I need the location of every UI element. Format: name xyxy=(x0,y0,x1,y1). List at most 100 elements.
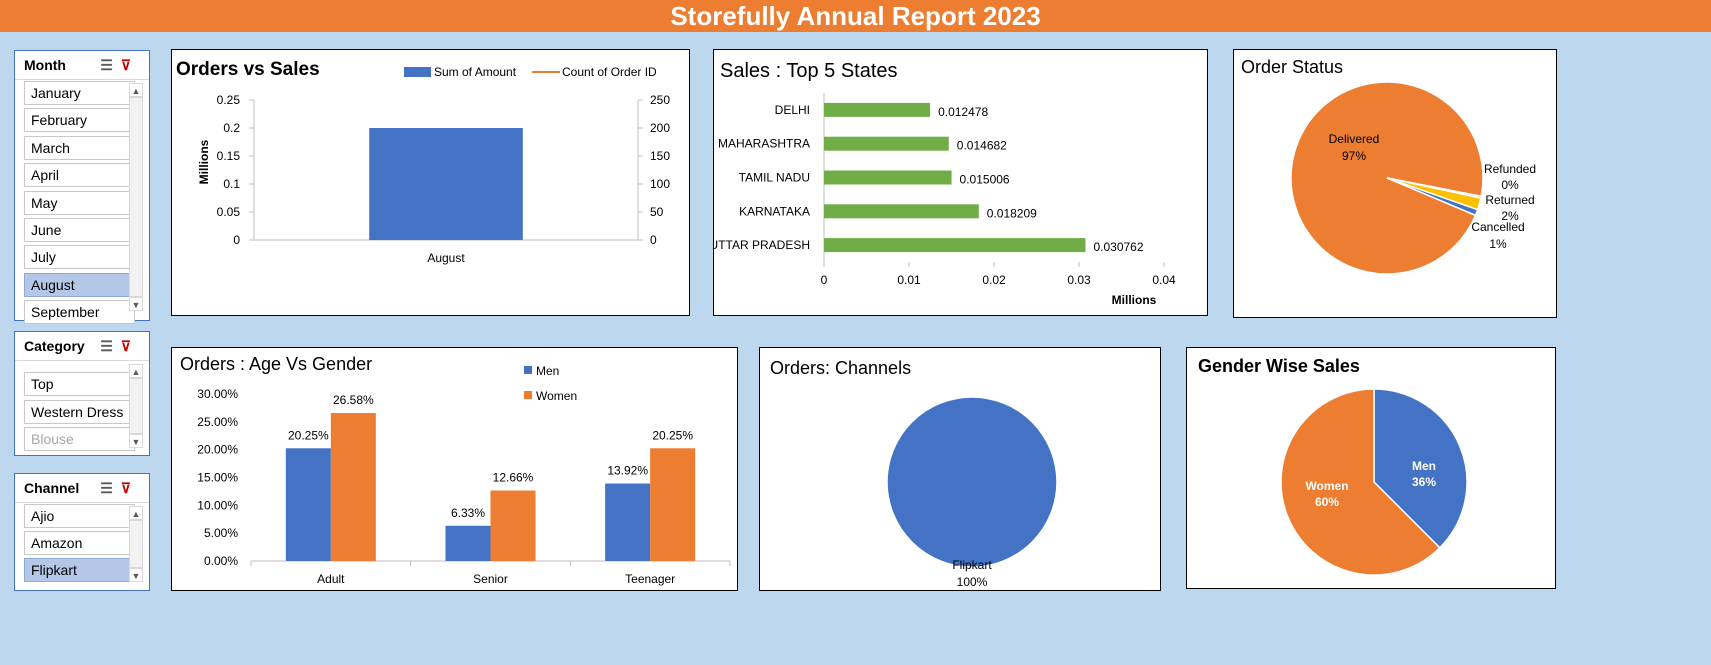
clear-filter-icon[interactable]: ⊽ xyxy=(120,480,139,496)
slicer-item-june[interactable]: June xyxy=(24,218,135,242)
y-tick-label: 0.05 xyxy=(217,205,241,219)
x-tick-label: Adult xyxy=(317,572,345,586)
month-slicer-title: Month xyxy=(24,57,66,73)
top-states-panel: Sales : Top 5 States 0 0.01 0.02 0.03 0.04 Mil… xyxy=(713,49,1208,316)
slice-name-delivered: Delivered xyxy=(1329,132,1380,146)
slice-value-flipkart: 100% xyxy=(957,575,988,589)
top-states-chart: Sales : Top 5 States 0 0.01 0.02 0.03 0.04 Mil… xyxy=(714,60,1176,307)
data-label: 0.018209 xyxy=(987,206,1037,220)
pie-slice-women xyxy=(1280,388,1441,576)
month-scrollbar[interactable] xyxy=(129,97,143,297)
scroll-up-arrow[interactable]: ▲ xyxy=(129,364,143,378)
y2-tick-label: 0 xyxy=(650,233,657,247)
slicer-item-april[interactable]: April xyxy=(24,163,135,188)
orders-vs-sales-chart: Orders vs Sales 0.25 0.2 0.15 0.1 0.05 0 250 200… xyxy=(176,59,670,265)
bar-uttar-pradesh xyxy=(824,238,1086,253)
order-status-chart: Order Status Delivered 97% Refunded 0%Return… xyxy=(1241,57,1536,275)
slice-name-refunded: Refunded xyxy=(1484,162,1536,176)
bar-women-senior xyxy=(490,490,536,561)
channel-scrollbar[interactable] xyxy=(129,520,143,568)
legend-swatch-amount xyxy=(404,67,431,77)
channel-slicer-header: Channel ☰⊽ xyxy=(15,474,149,503)
y2-tick-label: 150 xyxy=(650,149,670,163)
month-slicer-header: Month ☰⊽ xyxy=(15,51,149,80)
x-tick-label: August xyxy=(427,251,465,265)
x-tick-label: 0.04 xyxy=(1152,273,1176,287)
y-tick-label: 25.00% xyxy=(197,415,238,429)
order-status-panel: Order Status Delivered 97% Refunded 0% Return… xyxy=(1233,49,1557,318)
slicer-item-western-dress[interactable]: Western Dress xyxy=(24,399,135,424)
slice-value-cancelled: 1% xyxy=(1489,237,1507,251)
slicer-item-blouse[interactable]: Blouse xyxy=(24,427,135,451)
slice-name-cancelled: Cancelled xyxy=(1471,220,1524,234)
month-slicer: Month ☰⊽ January February March April May Jun… xyxy=(14,50,150,325)
bar-women-adult xyxy=(330,413,376,561)
y-tick-label: 0 xyxy=(233,233,240,247)
gender-sales-chart: Gender Wise Sales Men 36% Women 60% xyxy=(1198,356,1468,576)
data-label: 6.33% xyxy=(451,506,485,520)
slicer-item-flipkart[interactable]: Flipkart xyxy=(24,558,135,582)
category-scrollbar[interactable] xyxy=(129,378,143,434)
scroll-down-arrow[interactable]: ▼ xyxy=(129,434,143,448)
category-slicer-header: Category ☰⊽ xyxy=(15,332,149,361)
data-label: 0.030762 xyxy=(1093,240,1143,254)
y-tick-label: 0.00% xyxy=(204,554,238,568)
slice-name-women: Women xyxy=(1305,479,1348,493)
slicer-item-july[interactable]: July xyxy=(24,245,135,270)
age-gender-chart: Orders : Age Vs Gender 30.00% 25.00% 20.00%… xyxy=(180,354,731,586)
scroll-down-arrow[interactable]: ▼ xyxy=(129,297,143,311)
slicer-item-september[interactable]: September xyxy=(24,300,135,325)
data-label: 20.25% xyxy=(288,428,329,442)
age-gender-panel: Orders : Age Vs Gender 30.00% 25.00% 20.00%… xyxy=(171,347,738,591)
x-tick-label: 0.01 xyxy=(897,273,921,287)
slicer-item-march[interactable]: March xyxy=(24,135,135,160)
scroll-down-arrow[interactable]: ▼ xyxy=(129,568,143,582)
legend-swatch-men xyxy=(524,366,532,374)
slicer-item-top[interactable]: Top xyxy=(24,372,135,396)
data-label: 12.66% xyxy=(493,471,534,485)
bar-men-senior xyxy=(445,525,491,561)
legend-label-women: Women xyxy=(536,389,577,403)
x-tick-label: 0 xyxy=(821,273,828,287)
bar-men-teenager xyxy=(605,483,651,561)
slice-name-returned: Returned xyxy=(1485,193,1534,207)
data-label: 0.012478 xyxy=(938,105,988,119)
pie-slice-cancelled xyxy=(1386,177,1479,217)
legend-swatch-women xyxy=(524,391,532,399)
slicer-item-february[interactable]: February xyxy=(24,108,135,133)
slicer-item-amazon[interactable]: Amazon xyxy=(24,531,135,555)
multi-select-icon[interactable]: ☰ xyxy=(100,57,121,73)
slice-value-refunded: 0% xyxy=(1501,178,1519,192)
bar-delhi xyxy=(824,102,931,117)
y-tick-label: KARNATAKA xyxy=(739,204,810,218)
slicer-item-ajio[interactable]: Ajio xyxy=(24,504,135,528)
slicer-item-august[interactable]: August xyxy=(24,272,135,297)
x-tick-label: 0.02 xyxy=(982,273,1006,287)
bar-women-teenager xyxy=(650,448,696,561)
multi-select-icon[interactable]: ☰ xyxy=(100,338,121,354)
slice-name-flipkart: Flipkart xyxy=(952,558,992,572)
pie-slice-men xyxy=(1373,388,1468,549)
scroll-up-arrow[interactable]: ▲ xyxy=(129,83,143,97)
slicer-item-january[interactable]: January xyxy=(24,81,135,105)
gender-sales-panel: Gender Wise Sales Men 36% Women 60% xyxy=(1186,347,1556,589)
y2-tick-label: 250 xyxy=(650,93,670,107)
slice-value-women: 60% xyxy=(1315,495,1339,509)
slice-value-delivered: 97% xyxy=(1342,149,1366,163)
multi-select-icon[interactable]: ☰ xyxy=(100,480,121,496)
scroll-up-arrow[interactable]: ▲ xyxy=(129,506,143,520)
clear-filter-icon[interactable]: ⊽ xyxy=(120,338,139,354)
x-tick-label: Teenager xyxy=(625,572,675,586)
bar-august xyxy=(369,128,523,240)
y-tick-label: TAMIL NADU xyxy=(739,171,810,185)
slicer-item-may[interactable]: May xyxy=(24,190,135,215)
clear-filter-icon[interactable]: ⊽ xyxy=(120,57,139,73)
pie-slice-flipkart xyxy=(886,396,1058,568)
y-tick-label: 5.00% xyxy=(204,526,238,540)
y-tick-label: 10.00% xyxy=(197,498,238,512)
y-tick-label: 0.25 xyxy=(217,93,241,107)
y2-tick-label: 100 xyxy=(650,177,670,191)
slice-value-men: 36% xyxy=(1412,475,1436,489)
bar-men-adult xyxy=(285,448,331,561)
category-slicer: Category ☰⊽ Top Western Dress Blouse ▲ ▼ xyxy=(14,331,150,456)
